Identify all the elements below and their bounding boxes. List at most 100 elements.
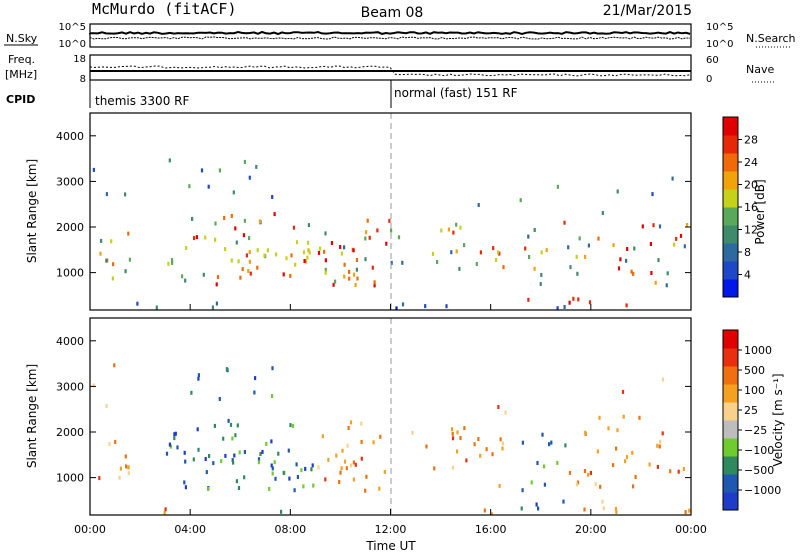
range-cell [543,464,546,469]
range-cell [332,282,335,287]
range-cell [350,463,353,468]
range-cell [360,421,363,426]
range-cell [364,257,367,262]
range-cell [330,241,334,245]
range-cell [452,230,455,235]
range-cell [200,168,204,173]
range-cell [348,276,351,281]
range-cell [205,470,208,475]
range-cell [501,446,504,451]
power-colorbar-label: Power [dB] [753,179,767,244]
range-cell [215,282,218,287]
range-cell [622,414,625,419]
range-cell [257,460,260,465]
range-cell [619,257,622,262]
range-cell [564,443,567,448]
range-cell [458,266,461,271]
colorbar-segment [723,153,738,172]
range-cell [230,213,233,218]
range-cell [498,251,501,256]
power-panel: 1000 2000 3000 4000 Slant Range [km] [25,112,692,311]
colorbar-tick-label: −1000 [744,484,781,497]
range-cell [127,471,130,476]
range-cell [632,271,635,276]
y-tick-label: 1000 [56,472,84,485]
range-cell [365,474,368,479]
range-cell [98,476,101,481]
range-cell [624,459,627,464]
power-y-ticks: 1000 2000 3000 4000 [56,130,691,280]
colorbar-tick-label: 12 [744,224,758,237]
freq-right-tick-bottom: 0 [706,74,712,85]
range-cell [673,242,676,247]
range-cell [583,507,586,512]
range-cell [271,394,274,399]
range-cell [307,223,310,228]
range-cell [274,476,277,481]
range-cell [556,306,559,310]
range-cell [352,248,355,253]
range-cell [455,249,458,254]
range-cell [235,240,238,245]
range-cell [479,453,482,458]
range-cell [562,499,565,504]
range-cell [356,276,359,281]
velocity-panel: 1000 2000 3000 4000 00:00 04:00 08:00 12:00 16:… [25,317,707,553]
range-cell [188,184,191,189]
range-cell [196,427,199,432]
range-cell [533,228,536,232]
range-cell [348,269,351,274]
range-cell [277,451,280,456]
range-cell [607,426,610,431]
range-cell [395,306,398,310]
range-cell [222,436,225,441]
range-cell [631,450,634,455]
range-cell [601,499,604,504]
range-cell [304,466,307,471]
colorbar-tick-label: −100 [744,444,774,457]
range-cell [124,454,127,459]
colorbar-tick-label: 16 [744,201,758,214]
range-cell [501,441,504,446]
range-cell [302,250,306,255]
range-cell [496,250,500,255]
range-cell [556,184,559,189]
x-tick-label: 00:00 [675,523,707,536]
colorbar-tick-label: 8 [744,246,751,259]
range-cell [459,436,462,440]
range-cell [339,470,342,475]
range-cell [204,235,207,240]
range-cell [257,457,261,462]
colorbar-segment [723,225,738,244]
range-cell [463,426,466,431]
range-cell [615,510,618,514]
y-tick-label: 1000 [56,267,84,280]
range-cell [197,376,200,381]
range-cell [625,258,628,263]
colorbar-segment [723,438,738,457]
range-cell [463,243,466,248]
range-cell [218,168,221,173]
range-cell [360,439,363,444]
range-cell [652,223,655,228]
range-cell [185,246,188,250]
range-cell [268,486,271,491]
range-cell [587,243,590,248]
range-cell [311,463,314,468]
range-cell [666,271,669,276]
range-cell [310,467,313,472]
range-cell [360,456,363,461]
range-cell [495,257,498,262]
range-cell [173,432,176,437]
range-cell [567,245,570,250]
range-cell [243,450,246,454]
range-cell [241,267,244,272]
colorbar-segment [723,261,738,280]
range-cell [539,282,542,286]
range-cell [306,255,309,260]
range-cell [292,225,296,230]
range-cell [105,258,108,263]
freq-left-label-bottom: [MHz] [5,68,37,81]
range-cell [258,219,261,224]
range-cell [615,446,618,451]
